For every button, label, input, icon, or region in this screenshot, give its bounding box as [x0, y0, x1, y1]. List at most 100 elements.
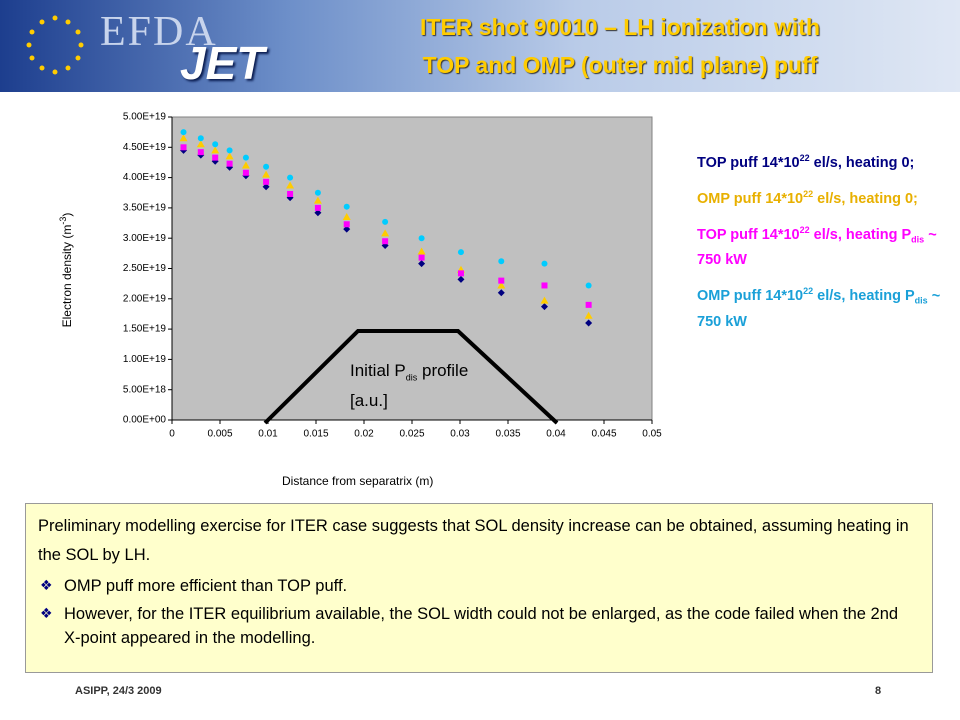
- point: [196, 140, 205, 148]
- point: [418, 235, 425, 242]
- text-segment: TOP puff 14*10: [697, 154, 800, 171]
- point: [498, 277, 505, 284]
- point: [382, 238, 389, 245]
- point: [226, 160, 233, 167]
- point: [262, 183, 270, 191]
- text-segment: ~ 750 kW: [697, 226, 937, 269]
- text-segment: profile [a.u.]: [350, 361, 469, 411]
- point: [540, 303, 548, 311]
- bullet: OMP puff more efficient than TOP puff.: [38, 574, 918, 598]
- title-line: ITER shot 90010 – LH ionization with: [420, 14, 820, 40]
- text-box: Preliminary modelling exercise for ITER …: [25, 503, 933, 673]
- y-tick-label: 3.00E+19: [123, 233, 167, 244]
- text-segment: dis: [914, 296, 928, 307]
- point: [241, 161, 250, 169]
- point: [417, 247, 426, 255]
- chart: 0.00E+00 5.00E+18 1.00E+19 1.50E+19 2.00E+19…: [123, 112, 662, 440]
- y-tick-label: 5.00E+19: [123, 112, 167, 123]
- x-tick-label: 0.04: [546, 429, 566, 440]
- text-segment: el/s, heating P: [813, 288, 915, 305]
- bullet: However, for the ITER equilibrium availa…: [38, 602, 918, 650]
- point: [212, 154, 219, 161]
- point: [179, 134, 188, 142]
- title-line: TOP and OMP (outer mid plane) puff: [422, 52, 818, 78]
- point: [180, 144, 187, 151]
- text-segment: TOP puff 14*10: [697, 226, 800, 243]
- eu-stars: [26, 15, 84, 75]
- point: [497, 281, 506, 289]
- y-tick-label: 5.00E+18: [123, 384, 167, 395]
- text-segment: el/s, heating 0;: [809, 154, 915, 171]
- point: [382, 218, 389, 225]
- point: [197, 149, 204, 156]
- text-segment: 22: [799, 153, 810, 163]
- y-tick-label: 4.00E+19: [123, 172, 167, 183]
- text-segment: dis: [405, 372, 418, 383]
- point: [286, 181, 295, 189]
- plot-area: [171, 116, 653, 421]
- text-segment: Initial P: [350, 361, 406, 380]
- point: [457, 270, 464, 277]
- x-tick-label: 0: [169, 429, 175, 440]
- point: [541, 260, 548, 267]
- text-segment: el/s, heating P: [809, 226, 912, 243]
- point: [212, 141, 219, 148]
- pdis-profile: [263, 329, 559, 425]
- point: [287, 174, 294, 181]
- x-tick-label: 0.01: [258, 429, 278, 440]
- x-tick-label: 0.045: [591, 429, 616, 440]
- y-tick-label: 2.50E+19: [123, 263, 167, 274]
- legend-entry: TOP puff 14*1022 el/s, heating 0;: [697, 148, 955, 174]
- text-segment: ~ 750 kW: [697, 288, 941, 331]
- y-axis-label: Electron density (m-3): [58, 213, 74, 328]
- text-segment: -3: [58, 216, 68, 225]
- point: [343, 221, 350, 228]
- point: [180, 129, 187, 136]
- header: EFDA JET ITER shot 90010 – LH ionization…: [0, 0, 960, 92]
- point: [585, 319, 593, 327]
- annotation: Initial Pdis profile [a.u.]: [350, 359, 490, 412]
- point: [342, 212, 351, 220]
- text-segment: 22: [803, 188, 814, 199]
- point: [585, 282, 592, 289]
- legend-entry: TOP puff 14*1022 el/s, heating Pdis ~ 75…: [697, 220, 955, 272]
- x-axis-label: Distance from separatrix (m): [282, 474, 434, 488]
- page-number: 8: [875, 685, 882, 697]
- point: [498, 258, 505, 265]
- legend-entry: OMP puff 14*1022 el/s, heating Pdis ~ 75…: [697, 281, 955, 333]
- logo-efda: EFDA: [100, 9, 218, 55]
- point: [211, 146, 220, 154]
- x-tick-label: 0.025: [399, 429, 424, 440]
- text-segment: OMP puff 14*10: [697, 288, 804, 305]
- y-tick-label: 1.50E+19: [123, 324, 167, 335]
- point: [585, 301, 592, 308]
- point: [418, 254, 425, 261]
- point: [314, 209, 322, 217]
- point: [225, 152, 234, 160]
- y-tick-label: 4.50E+19: [123, 142, 167, 153]
- x-tick-label: 0.02: [354, 429, 374, 440]
- bullet-list: OMP puff more efficient than TOP puff. H…: [38, 574, 918, 650]
- point: [242, 154, 249, 161]
- text-segment: ): [60, 212, 74, 217]
- text-segment: dis: [911, 234, 925, 245]
- text-segment: 22: [803, 286, 814, 297]
- y-tick-label: 0.00E+00: [123, 415, 167, 426]
- legend: TOP puff 14*1022 el/s, heating 0; OMP puf…: [697, 148, 955, 343]
- point: [313, 196, 322, 204]
- point: [287, 190, 294, 197]
- point: [343, 203, 350, 210]
- text-segment: OMP puff 14*10: [697, 190, 804, 207]
- text-segment: el/s, heating 0;: [813, 190, 918, 207]
- point: [242, 169, 249, 176]
- point: [262, 170, 271, 178]
- point: [497, 289, 505, 297]
- text-segment: 22: [799, 224, 810, 235]
- logo-jet: JET: [180, 37, 265, 89]
- point: [263, 163, 270, 170]
- point: [314, 204, 321, 211]
- point: [457, 275, 465, 283]
- point: [418, 260, 426, 268]
- x-tick-label: 0.005: [207, 429, 232, 440]
